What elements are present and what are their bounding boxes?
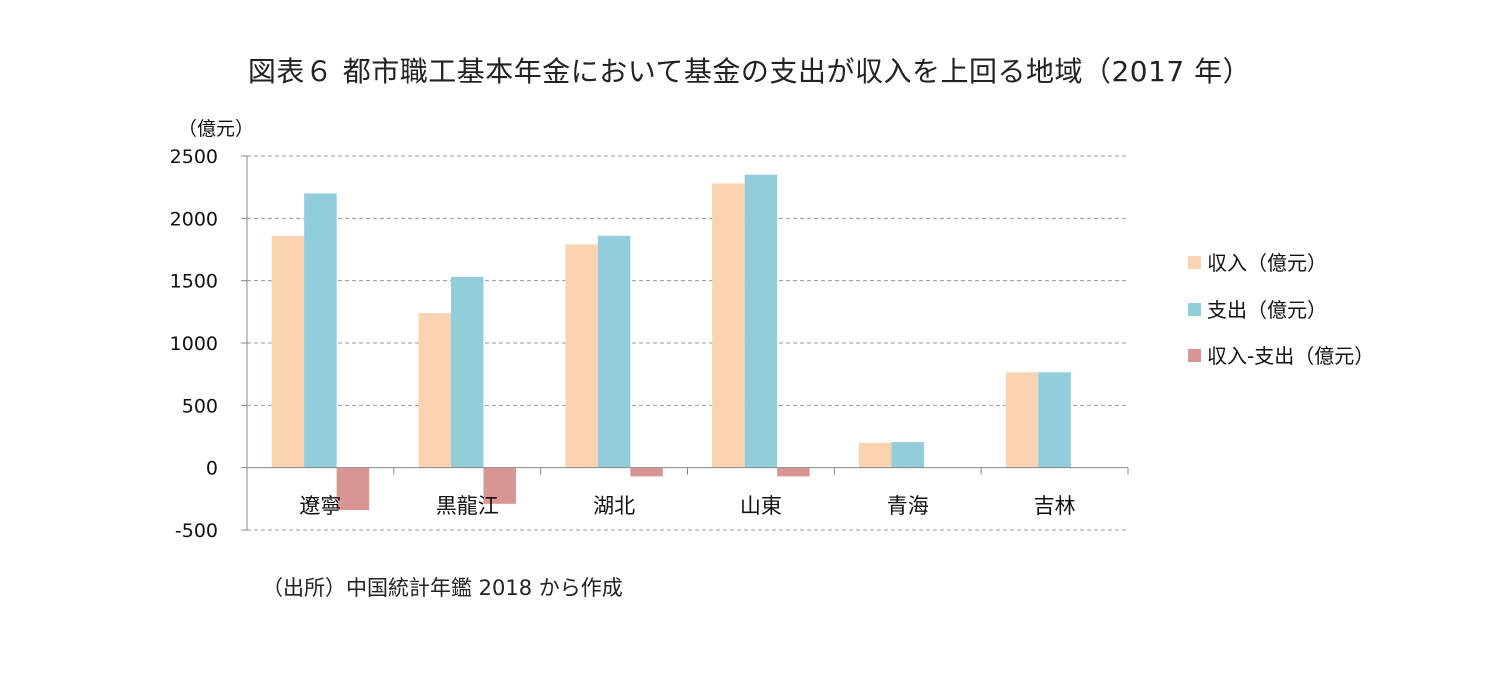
x-category-label: 吉林: [1034, 494, 1076, 518]
legend-swatch: [1188, 303, 1201, 316]
y-tick-label: 2500: [170, 146, 218, 168]
y-tick-label: 500: [182, 395, 218, 417]
legend-swatch: [1188, 349, 1201, 362]
legend-swatch: [1188, 256, 1201, 269]
legend: 収入（億元） 支出（億元） 収入-支出（億元）: [1188, 251, 1374, 368]
chart-title: 図表６ 都市職工基本年金において基金の支出が収入を上回る地域（2017 年）: [247, 55, 1252, 88]
legend-label: 支出（億元）: [1207, 298, 1327, 322]
legend-label: 収入（億元）: [1207, 251, 1327, 275]
x-category-label: 山東: [740, 494, 782, 518]
bar: [304, 193, 337, 468]
bars: [271, 174, 1071, 511]
x-category-label: 黒龍江: [436, 494, 499, 518]
bar: [777, 467, 810, 477]
bar: [859, 442, 892, 468]
bar: [336, 467, 370, 511]
legend-label: 収入-支出（億元）: [1207, 344, 1374, 368]
x-category-label: 青海: [887, 494, 929, 518]
x-axis-categories: 遼寧 黒龍江 湖北 山東 青海 吉林: [299, 494, 1075, 518]
y-axis-ticks: 2500 2000 1500 1000 500 0 -500: [170, 146, 218, 542]
bar: [630, 467, 663, 477]
x-category-label: 湖北: [593, 494, 635, 518]
y-axis-unit-label: （億元）: [178, 118, 254, 140]
bar: [744, 174, 778, 468]
bar: [483, 467, 516, 504]
y-tick-label: 2000: [170, 208, 218, 230]
x-category-label: 遼寧: [299, 494, 341, 518]
axes: [241, 155, 1129, 531]
y-tick-label: 1000: [170, 333, 218, 355]
bar: [451, 276, 484, 468]
y-tick-label: 0: [206, 458, 218, 480]
bar: [1038, 372, 1071, 468]
bar: [597, 235, 631, 468]
bar: [565, 244, 598, 468]
bar: [712, 183, 745, 468]
y-tick-label: 1500: [170, 271, 218, 293]
bar: [418, 313, 451, 468]
source-note: （出所）中国統計年鑑 2018 から作成: [262, 576, 623, 600]
bar: [271, 235, 305, 468]
y-tick-label: -500: [175, 520, 218, 542]
bar: [1005, 372, 1039, 468]
bar: [891, 442, 924, 468]
